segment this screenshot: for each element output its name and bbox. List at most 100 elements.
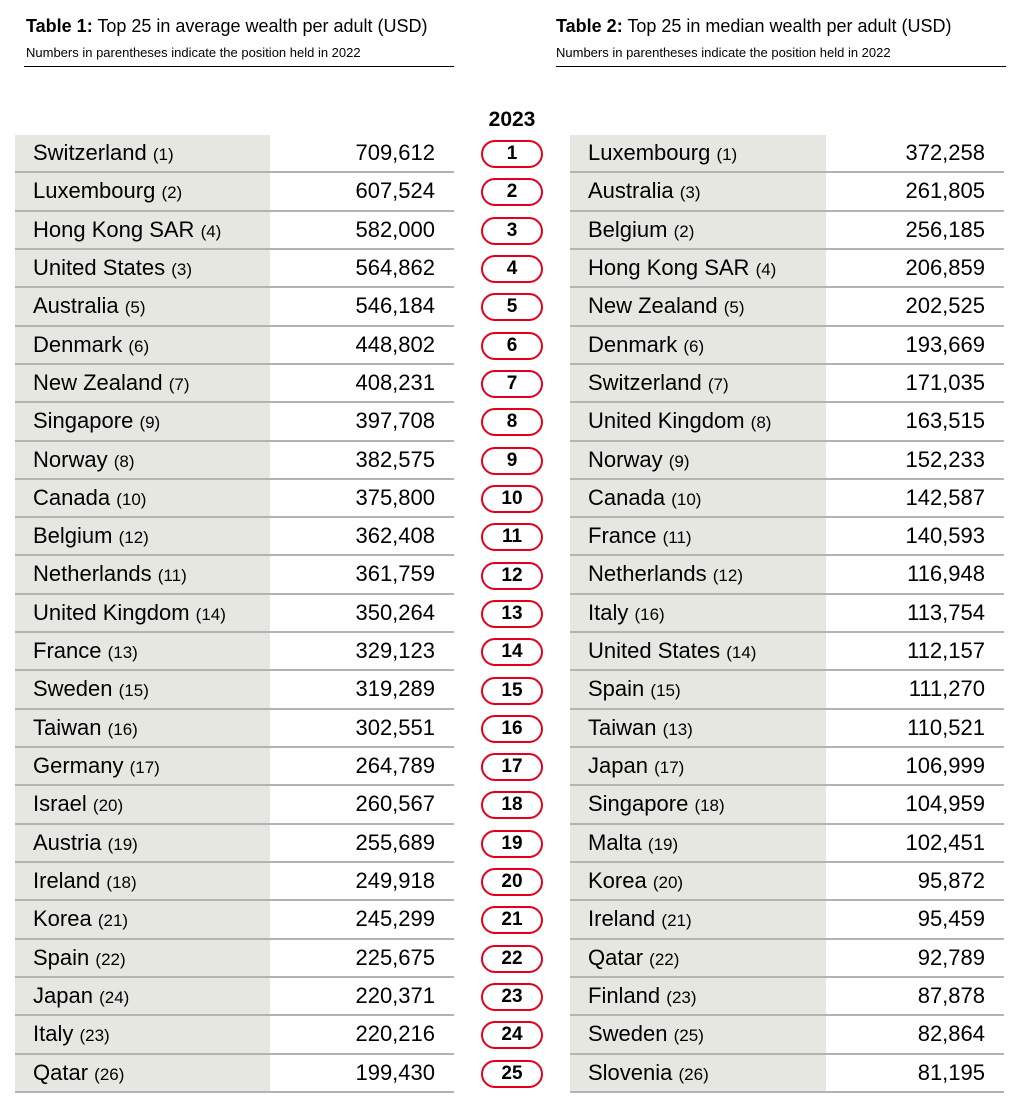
previous-rank: (1) xyxy=(152,145,174,164)
previous-rank: (15) xyxy=(650,681,681,701)
rank-badge: 4 xyxy=(481,255,543,284)
country-name: Spain xyxy=(588,676,645,702)
wealth-value: 163,515 xyxy=(905,408,985,434)
previous-rank: (4) xyxy=(200,221,222,241)
country-cell: Norway (8) xyxy=(15,441,270,478)
rank-badge: 2 xyxy=(481,178,543,207)
country-cell: Sweden (15) xyxy=(15,671,270,708)
table-row: United Kingdom (8) 163,515 xyxy=(570,403,1004,442)
previous-rank: (19) xyxy=(647,834,679,854)
country-cell: Hong Kong SAR (4) xyxy=(15,211,270,248)
country-name: Singapore xyxy=(33,408,134,434)
country-name: Ireland xyxy=(588,906,656,932)
country-cell: United States (14) xyxy=(570,633,826,670)
country-name: Netherlands xyxy=(33,561,152,587)
country-name: Hong Kong SAR xyxy=(33,216,195,242)
wealth-value: 249,918 xyxy=(355,867,435,893)
rank-row: 25 xyxy=(479,1055,545,1093)
wealth-value: 82,864 xyxy=(917,1021,985,1047)
previous-rank: (9) xyxy=(668,451,690,471)
previous-rank: (3) xyxy=(171,259,192,279)
country-cell: Slovenia (26) xyxy=(570,1054,826,1091)
wealth-value: 112,157 xyxy=(907,638,985,664)
country-name: Italy xyxy=(588,599,629,625)
table-row: Korea (21) 245,299 xyxy=(15,901,454,940)
country-cell: Finland (23) xyxy=(570,977,826,1015)
table1-header: Table 1: Top 25 in average wealth per ad… xyxy=(24,14,454,67)
country-name: Norway xyxy=(33,446,108,472)
country-name: Netherlands xyxy=(588,561,707,587)
previous-rank: (15) xyxy=(118,681,149,701)
table-row: Australia (3) 261,805 xyxy=(570,173,1004,212)
rank-row: 9 xyxy=(479,442,545,480)
country-cell: Germany (17) xyxy=(15,748,270,785)
rank-row: 16 xyxy=(479,710,545,748)
table1-average-wealth: Switzerland (1) 709,612 Luxembourg (2) 607,… xyxy=(15,135,454,1093)
previous-rank: (12) xyxy=(118,528,149,548)
previous-rank: (7) xyxy=(707,374,729,394)
country-name: Denmark xyxy=(33,331,123,357)
wealth-value: 372,258 xyxy=(905,140,985,165)
rank-badge: 24 xyxy=(481,1021,543,1050)
rank-badge: 13 xyxy=(481,599,543,628)
rank-badge: 22 xyxy=(481,944,543,973)
country-cell: Switzerland (7) xyxy=(570,364,826,402)
previous-rank: (16) xyxy=(107,719,138,739)
wealth-value: 113,754 xyxy=(907,599,985,625)
previous-rank: (26) xyxy=(678,1064,709,1084)
wealth-value: 142,587 xyxy=(905,484,985,510)
country-name: New Zealand xyxy=(588,293,718,319)
table-row: Luxembourg (2) 607,524 xyxy=(15,173,454,212)
table-row: Taiwan (13) 110,521 xyxy=(570,709,1004,748)
table1-title: Table 1: Top 25 in average wealth per ad… xyxy=(26,14,454,38)
country-cell: Singapore (18) xyxy=(570,786,826,823)
country-name: Australia xyxy=(588,178,674,204)
table1-title-text: Top 25 in average wealth per adult (USD) xyxy=(92,16,428,36)
table-row: Australia (5) 546,184 xyxy=(15,288,454,327)
previous-rank: (21) xyxy=(97,911,129,931)
table-row: Denmark (6) 193,669 xyxy=(570,326,1004,365)
table-row: Spain (15) 111,270 xyxy=(570,671,1004,710)
country-name: France xyxy=(33,638,102,664)
rank-row: 14 xyxy=(479,633,545,671)
country-name: Norway xyxy=(588,446,663,472)
country-name: Qatar xyxy=(588,944,644,970)
previous-rank: (18) xyxy=(694,796,725,816)
table-row: Malta (19) 102,451 xyxy=(570,824,1004,863)
wealth-value: 140,593 xyxy=(905,523,985,549)
wealth-value: 319,289 xyxy=(355,676,435,702)
country-cell: United Kingdom (14) xyxy=(15,594,270,632)
country-cell: Netherlands (12) xyxy=(570,556,826,593)
table-row: Qatar (26) 199,430 xyxy=(15,1054,454,1093)
table-row: Norway (8) 382,575 xyxy=(15,441,454,480)
table-row: New Zealand (7) 408,231 xyxy=(15,364,454,404)
country-cell: Singapore (9) xyxy=(15,403,270,440)
wealth-value: 255,689 xyxy=(355,829,435,855)
rank-badge: 6 xyxy=(481,331,543,360)
previous-rank: (2) xyxy=(673,221,695,241)
table-row: France (13) 329,123 xyxy=(15,633,454,672)
table-row: Taiwan (16) 302,551 xyxy=(15,709,454,748)
country-name: Luxembourg xyxy=(588,140,711,165)
previous-rank: (4) xyxy=(755,259,777,279)
country-name: Italy xyxy=(33,1021,74,1047)
country-name: Canada xyxy=(588,484,666,510)
wealth-value: 87,878 xyxy=(917,982,985,1008)
wealth-value: 546,184 xyxy=(355,293,435,319)
wealth-value: 92,789 xyxy=(917,944,985,970)
table-row: Norway (9) 152,233 xyxy=(570,441,1004,480)
wealth-value: 564,862 xyxy=(355,254,435,280)
table2-title: Table 2: Top 25 in median wealth per adu… xyxy=(556,14,1006,38)
previous-rank: (14) xyxy=(726,643,757,663)
country-cell: Korea (21) xyxy=(15,901,270,938)
rank-row: 1 xyxy=(479,135,545,173)
wealth-value: 116,948 xyxy=(907,561,985,587)
country-cell: Norway (9) xyxy=(570,441,826,478)
table-row: Singapore (9) 397,708 xyxy=(15,403,454,442)
previous-rank: (20) xyxy=(652,872,684,892)
country-cell: Netherlands (11) xyxy=(15,556,270,593)
previous-rank: (5) xyxy=(723,298,745,318)
country-name: Korea xyxy=(588,867,647,893)
country-cell: Taiwan (16) xyxy=(15,709,270,746)
table-row: United Kingdom (14) 350,264 xyxy=(15,594,454,634)
